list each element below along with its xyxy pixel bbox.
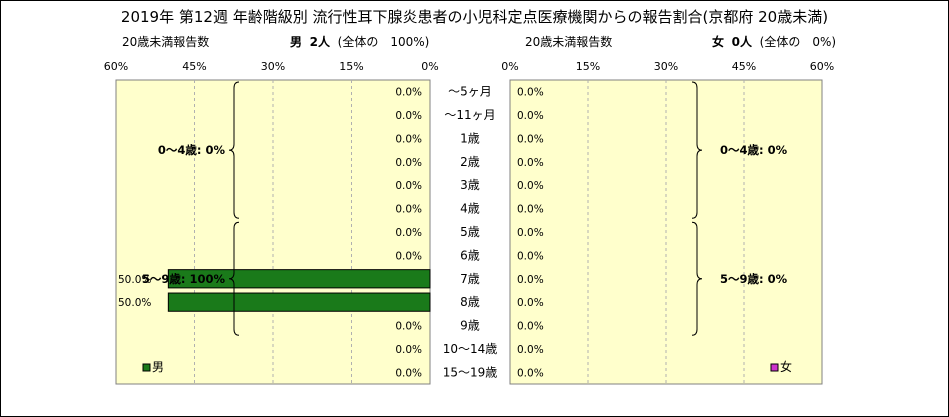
male-legend-swatch [142, 363, 151, 372]
male-data-label: 0.0% [395, 180, 422, 192]
male-note: 20歳未満報告数 [122, 35, 210, 49]
male-data-label: 0.0% [395, 133, 422, 145]
female-tick-label: 30% [654, 60, 678, 73]
female-data-label: 0.0% [517, 344, 544, 356]
female-data-label: 0.0% [517, 110, 544, 122]
male-data-label: 0.0% [395, 367, 422, 379]
age-category-label: 4歳 [460, 202, 480, 216]
female-data-label: 0.0% [517, 204, 544, 216]
male-age-group-label: 5～9歳: 100% [142, 272, 226, 286]
male-data-label: 50.0% [118, 274, 151, 286]
age-category-label: ～11ヶ月 [444, 108, 495, 122]
chart-title: 2019年 第12週 年齢階級別 流行性耳下腺炎患者の小児科定点医療機関からの報… [120, 8, 829, 26]
age-category-label: 10～14歳 [443, 342, 498, 356]
male-tick-label: 45% [182, 60, 206, 73]
female-data-label: 0.0% [517, 321, 544, 333]
male-legend-label: 男 [152, 360, 164, 374]
male-age-group-label: 0～4歳: 0% [158, 143, 226, 157]
male-tick-label: 15% [339, 60, 363, 73]
female-age-group-brace [691, 81, 703, 219]
male-data-label: 0.0% [395, 110, 422, 122]
female-count: 0人 [731, 35, 753, 49]
male-data-label: 0.0% [395, 344, 422, 356]
age-category-label: 8歳 [460, 295, 480, 309]
male-count: 2人 [309, 35, 331, 49]
female-sex: 女 [712, 35, 725, 49]
female-age-group-label: 0～4歳: 0% [720, 143, 788, 157]
female-age-group-brace [691, 221, 703, 336]
female-data-label: 0.0% [517, 180, 544, 192]
female-tick-label: 60% [810, 60, 834, 73]
age-category-label: 9歳 [460, 319, 480, 333]
age-category-label: ～5ヶ月 [448, 85, 492, 99]
male-data-label: 0.0% [395, 87, 422, 99]
female-summary: 女 0人 (全体の 0%) [712, 33, 836, 50]
male-tick-label: 30% [261, 60, 285, 73]
age-category-label: 5歳 [460, 225, 480, 239]
female-data-label: 0.0% [517, 87, 544, 99]
female-data-label: 0.0% [517, 227, 544, 239]
male-data-label: 0.0% [395, 321, 422, 333]
male-data-label: 0.0% [395, 227, 422, 239]
age-category-label: 2歳 [460, 155, 480, 169]
male-bar [167, 292, 431, 312]
male-share: (全体の 100%) [337, 35, 430, 49]
female-data-label: 0.0% [517, 297, 544, 309]
female-legend-label: 女 [780, 359, 792, 374]
female-legend-swatch [770, 363, 779, 372]
male-summary: 男 2人 (全体の 100%) [290, 33, 429, 50]
female-age-group-label: 5～9歳: 0% [720, 272, 788, 286]
female-share: (全体の 0%) [759, 35, 837, 49]
female-tick-label: 0% [501, 60, 518, 73]
male-tick-label: 60% [104, 60, 128, 73]
age-category-label: 3歳 [460, 178, 480, 192]
female-data-label: 0.0% [517, 367, 544, 379]
female-tick-label: 45% [732, 60, 756, 73]
male-data-label: 0.0% [395, 250, 422, 262]
male-tick-label: 0% [421, 60, 438, 73]
male-sex: 男 [290, 35, 303, 49]
female-data-label: 0.0% [517, 250, 544, 262]
male-data-label: 0.0% [395, 204, 422, 216]
female-data-label: 0.0% [517, 157, 544, 169]
female-note: 20歳未満報告数 [525, 35, 613, 49]
female-data-label: 0.0% [517, 133, 544, 145]
age-category-label: 1歳 [460, 131, 480, 145]
female-tick-label: 15% [576, 60, 600, 73]
age-category-label: 7歳 [460, 272, 480, 286]
female-data-label: 0.0% [517, 274, 544, 286]
age-category-label: 15～19歳 [443, 365, 498, 379]
age-category-label: 6歳 [460, 248, 480, 262]
male-age-group-brace [228, 81, 240, 219]
male-age-group-brace [228, 221, 240, 336]
male-data-label: 0.0% [395, 157, 422, 169]
male-data-label: 50.0% [118, 297, 151, 309]
